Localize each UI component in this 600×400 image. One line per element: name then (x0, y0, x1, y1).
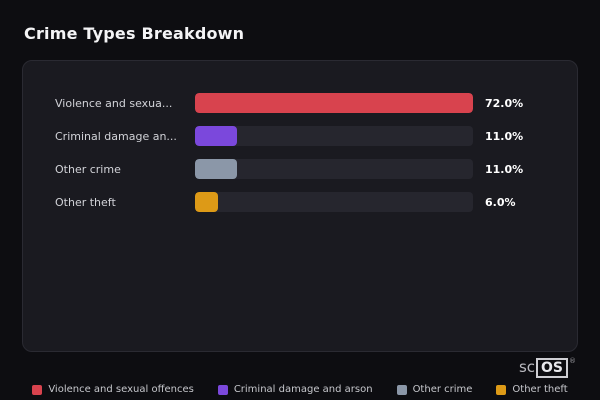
legend-label: Criminal damage and arson (233, 384, 373, 395)
legend-swatch-icon (396, 384, 407, 395)
legend-swatch-icon (496, 384, 507, 395)
legend: Violence and sexual offences Criminal dam… (0, 384, 600, 395)
bar-fill[interactable] (195, 159, 238, 179)
legend-item[interactable]: Violence and sexual offences (32, 384, 194, 395)
bar-track (195, 159, 473, 179)
bar-row: Violence and sexua... 72.0% (55, 93, 543, 113)
legend-item[interactable]: Other crime (396, 384, 473, 395)
scos-logo: sc OS ® (519, 358, 576, 378)
legend-label: Other crime (412, 384, 473, 395)
bar-fill[interactable] (195, 93, 473, 113)
bar-value-label: 11.0% (485, 162, 524, 176)
legend-swatch-icon (32, 384, 43, 395)
bar-row: Criminal damage an... 11.0% (55, 126, 543, 146)
legend-label: Other theft (512, 384, 568, 395)
bar-category-label: Other crime (55, 162, 121, 176)
chart-card: Violence and sexua... 72.0% Criminal damag… (22, 60, 578, 352)
bar-track (195, 192, 473, 212)
legend-label: Violence and sexual offences (48, 384, 194, 395)
bar-category-label: Criminal damage an... (55, 129, 177, 143)
legend-item[interactable]: Other theft (496, 384, 568, 395)
bar-category-label: Other theft (55, 195, 116, 209)
legend-item[interactable]: Criminal damage and arson (217, 384, 373, 395)
bar-row: Other theft 6.0% (55, 192, 543, 212)
bar-rows: Violence and sexua... 72.0% Criminal damag… (55, 93, 543, 212)
bar-row: Other crime 11.0% (55, 159, 543, 179)
bar-fill[interactable] (195, 126, 238, 146)
bar-category-label: Violence and sexua... (55, 96, 173, 110)
bar-track (195, 126, 473, 146)
legend-swatch-icon (217, 384, 228, 395)
registered-mark-icon: ® (569, 357, 576, 365)
bar-track (195, 93, 473, 113)
bar-value-label: 6.0% (485, 195, 516, 209)
logo-prefix: sc (518, 358, 536, 376)
bar-value-label: 72.0% (485, 96, 524, 110)
bar-value-label: 11.0% (485, 129, 524, 143)
page-title: Crime Types Breakdown (24, 24, 245, 43)
logo-boxed-text: OS (536, 358, 568, 378)
bar-fill[interactable] (195, 192, 219, 212)
